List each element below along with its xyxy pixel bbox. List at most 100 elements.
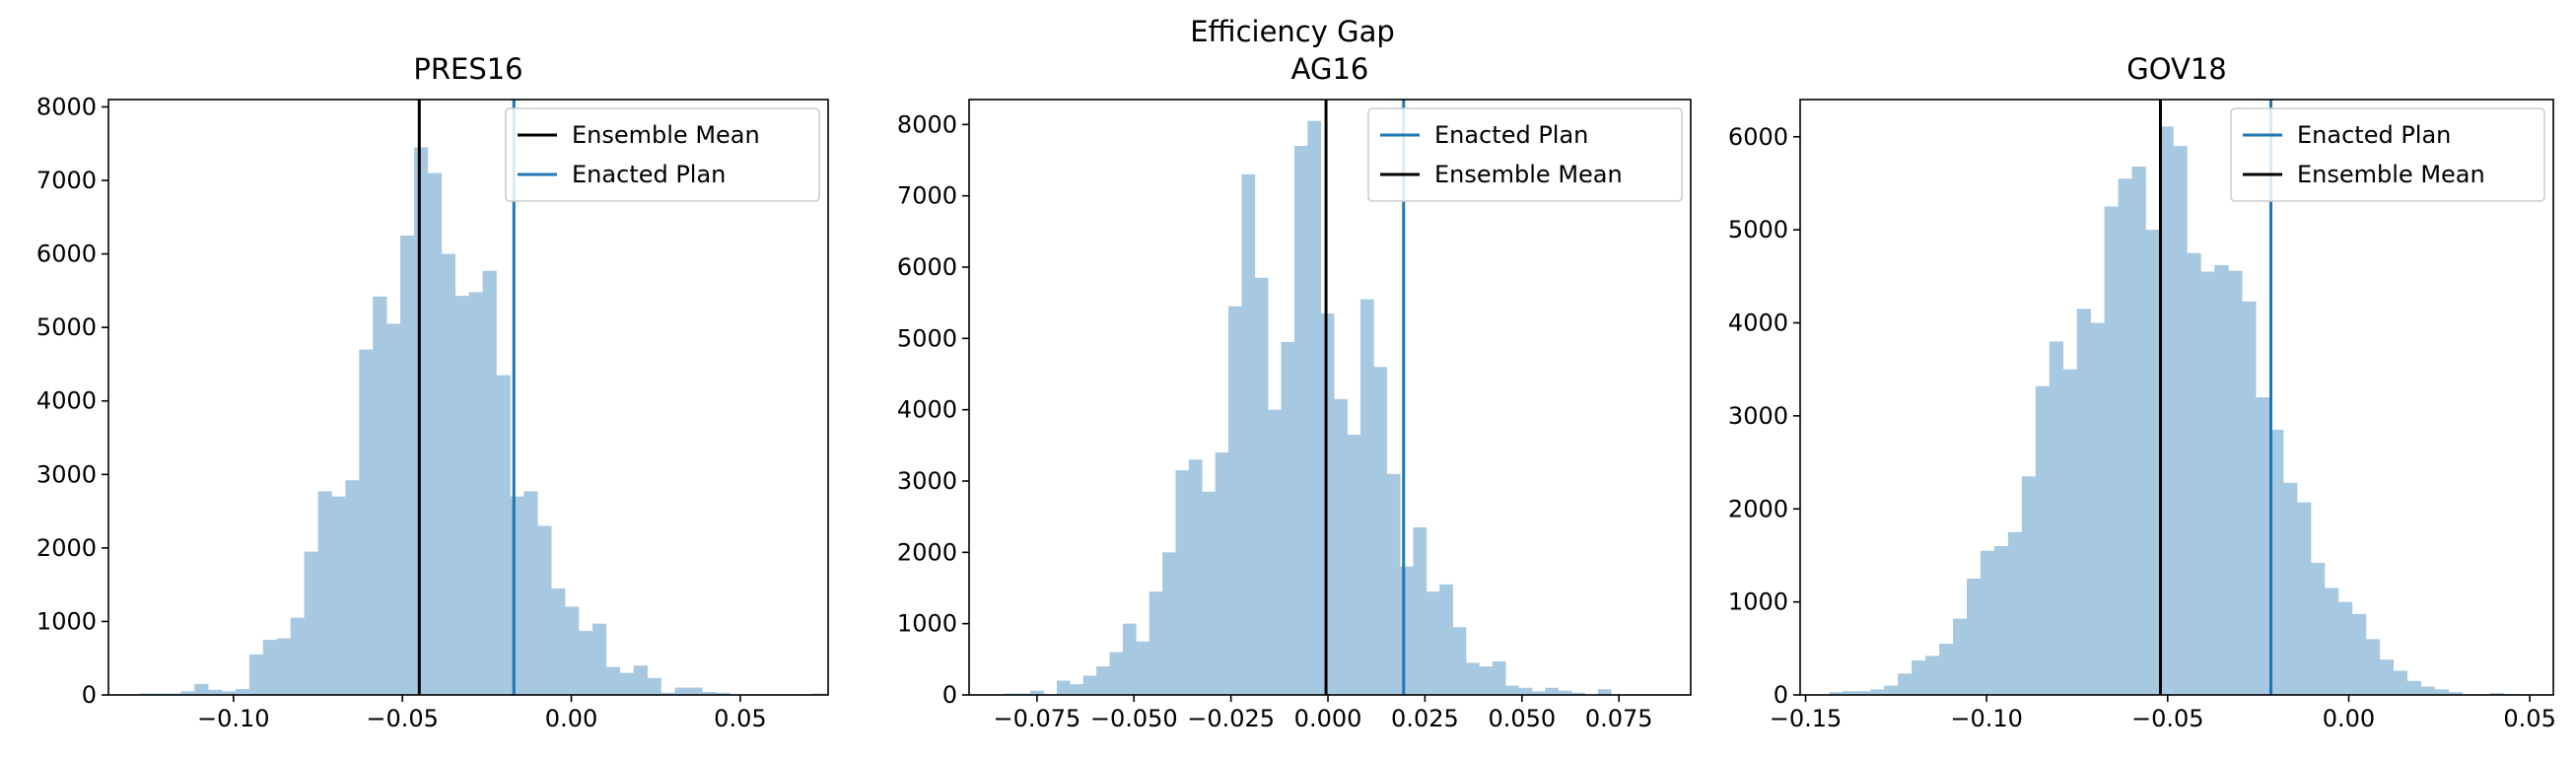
legend-label: Enacted Plan [1434,121,1588,149]
histogram-bar [304,551,318,695]
histogram-bar [331,496,346,695]
histogram-bar [2256,397,2270,695]
y-tick-label: 6000 [1728,123,1788,151]
legend: Enacted Plan Ensemble Mean [1367,107,1683,202]
histogram-bar [2118,178,2132,696]
x-tick-label: 0.00 [545,705,597,732]
histogram-bar [2420,686,2435,695]
histogram-bar [441,253,456,695]
histogram-bar [317,491,332,695]
histogram-bar [2145,230,2160,696]
histogram-bar [716,692,731,695]
axes-frame [107,99,829,696]
y-tick-label: 4000 [1728,310,1788,337]
histogram-bar [605,666,621,695]
x-tick-label: 0.05 [714,705,766,732]
histogram-bar [1162,552,1176,695]
histogram-bar [1884,685,1899,695]
y-tick-label: 0 [942,681,957,709]
panel-title: AG16 [1291,52,1369,86]
histogram-bar [2324,587,2339,695]
histogram-bar [1531,691,1546,695]
histogram-bar [1320,313,1335,695]
histogram-bar [1953,618,1968,695]
histogram-bar [1056,680,1071,695]
histogram-bar [2076,309,2091,695]
histogram-bar [1347,434,1361,695]
histogram-bar [2228,270,2243,695]
histogram-bar [2434,689,2449,695]
histogram-bar [1980,550,1995,695]
histogram-bar [400,235,415,695]
y-tick-label: 3000 [36,460,97,488]
histogram-bar [454,296,469,695]
histogram-bar [2283,482,2298,695]
panel-title: GOV18 [2126,52,2227,86]
y-tick-label: 6000 [897,253,957,281]
x-tick-label: −0.05 [2131,705,2204,732]
y-tick-label: 8000 [36,93,97,120]
histogram-bar [208,689,223,695]
histogram-bar [1254,277,1269,695]
histogram-bar [1215,452,1229,695]
y-tick-label: 1000 [897,610,957,638]
panel-gov18: −0.15 −0.10 −0.05 0.00 0.05 0 1000 2000 3000 4000… [1728,52,2556,732]
histogram-bar [2021,476,2037,695]
histogram-bar [468,292,483,695]
histogram-bar [2311,562,2326,695]
histogram-bar [2007,531,2023,695]
histogram-bar [537,525,552,695]
y-tick-label: 2000 [1728,495,1788,522]
histogram-bar [1228,306,1242,695]
histogram-bar [1293,146,1308,695]
histogram-bar [2365,639,2381,696]
histogram-bar [2159,126,2174,695]
histogram-bar [1492,661,1506,695]
histogram-bar [510,496,524,695]
histogram-bar [2297,502,2312,695]
x-tick-label: −0.050 [1090,705,1178,732]
y-tick-label: 2000 [36,534,97,562]
x-tick-label: 0.000 [1294,705,1362,732]
histogram-bar [180,691,195,695]
histogram-bar [2200,271,2215,695]
histogram-bar [1829,692,1844,695]
histogram-bar [702,692,717,695]
histogram-bar [1843,691,1857,695]
panels: −0.10 −0.05 0.00 0.050100020003000400050006… [36,52,2556,732]
histogram-bar [235,689,250,695]
legend-label: Ensemble Mean [2297,161,2485,188]
histogram-bar [1122,623,1137,695]
histogram-bar [1545,687,1560,695]
legend-label: Enacted Plan [2297,121,2451,149]
histogram-gov18 [1829,126,2518,696]
axes-frame [1799,99,2554,696]
histogram-bar [2187,252,2201,695]
histogram-bar [2448,692,2463,695]
histogram-bar [276,638,291,695]
histogram-bar [1597,689,1612,695]
histogram-bar [1479,666,1494,695]
legend-label: Enacted Plan [572,161,726,188]
histogram-bar [290,617,305,695]
histogram-bar [1558,690,1572,695]
legend-box [1367,107,1683,202]
histogram-bar [1281,341,1295,695]
legend-label: Ensemble Mean [1434,161,1623,188]
histogram-bar [1386,473,1401,695]
x-tick-label: −0.10 [1950,705,2023,732]
x-tick-label: 0.050 [1488,705,1556,732]
y-tick-label: 1000 [1728,588,1788,616]
x-tick-label: −0.05 [366,705,439,732]
histogram-bar [1109,652,1124,695]
histogram-bar [2049,341,2064,696]
histogram-bar [1136,641,1149,695]
x-tick-label: 0.025 [1391,705,1459,732]
histogram-bar [1571,692,1585,695]
histogram-bar [1898,673,1913,695]
histogram-bar [1307,120,1322,695]
legend-box [505,107,820,202]
histogram-ag16 [1004,120,1612,695]
panel-pres16: −0.10 −0.05 0.00 0.05 0 1000 2000 3000 4000 5000 6… [36,52,829,732]
